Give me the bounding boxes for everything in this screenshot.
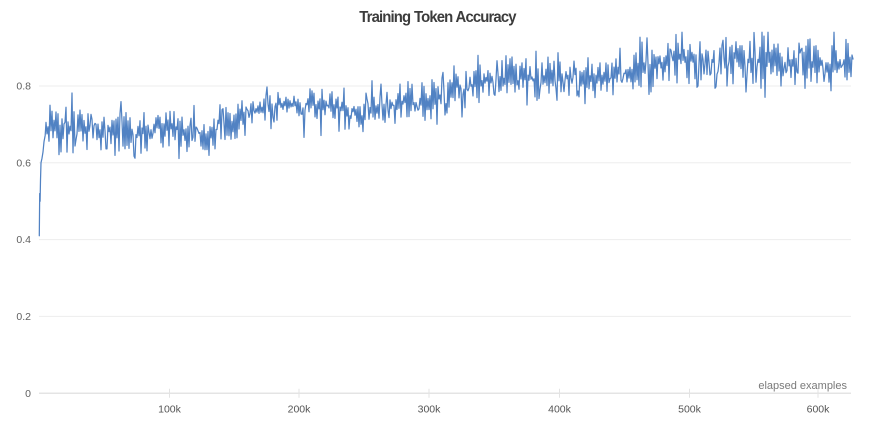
svg-text:400k: 400k <box>548 404 572 416</box>
svg-text:0: 0 <box>25 388 31 400</box>
svg-text:0.6: 0.6 <box>16 157 31 169</box>
svg-text:300k: 300k <box>418 404 442 416</box>
svg-text:0.4: 0.4 <box>16 234 31 246</box>
svg-text:0.2: 0.2 <box>16 311 31 323</box>
svg-text:elapsed examples: elapsed examples <box>758 380 847 392</box>
svg-text:200k: 200k <box>288 404 312 416</box>
svg-text:500k: 500k <box>678 404 702 416</box>
svg-text:100k: 100k <box>158 404 182 416</box>
svg-text:600k: 600k <box>807 404 831 416</box>
svg-text:0.8: 0.8 <box>16 81 31 93</box>
